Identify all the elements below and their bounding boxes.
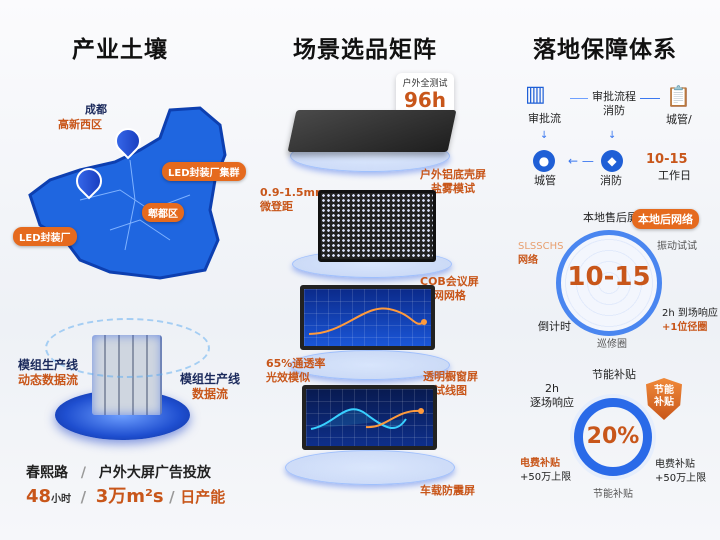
radar-right-bottom: +1位径圈 (662, 322, 708, 333)
scenario-label: 盐雾模试 (431, 182, 475, 195)
arrow-down-icon: ↓ (540, 130, 549, 141)
donut-left-bottom: +50万上限 (520, 472, 572, 483)
radar-top: 本地售后屏 (583, 211, 638, 224)
industry-title: 产业土壤 (72, 37, 168, 63)
arrow-right-icon (640, 98, 660, 99)
scenario-label: 光效模似 (266, 371, 310, 384)
scenario-label: 透明橱窗屏 (423, 370, 478, 383)
radar-right-top: 振动试试 (657, 241, 697, 252)
vehicle-screen[interactable] (302, 385, 437, 450)
scenario-label: 65%通透率 (266, 357, 326, 370)
radar-left-bottom: 倒计时 (538, 320, 571, 333)
scenario-label: 0.9-1.5mm (260, 186, 327, 199)
separator: / (80, 465, 86, 481)
flow-node-urban: 城管/ (666, 113, 692, 126)
scenario-label: COB会议屏 (420, 275, 479, 288)
radar-right-bottom: 2h 到场响应 (662, 308, 718, 319)
donut-top: 节能补贴 (592, 368, 636, 381)
shield-text: 补贴 (654, 397, 674, 408)
arrow-left-icon: ← — (568, 154, 594, 168)
outdoor-module-panel[interactable] (287, 110, 457, 152)
donut-right-bottom: +50万上限 (655, 473, 707, 484)
led-matrix-panel[interactable] (318, 190, 436, 262)
map-pin-label: 郫都区 (142, 203, 184, 222)
map-district: 高新西区 (58, 118, 102, 131)
flow-node-approval: 审批流 (528, 112, 561, 125)
map-city: 成都 (85, 103, 107, 116)
duration-unit: 工作日 (658, 169, 691, 182)
cube-left-label-1: 模组生产线 (18, 358, 79, 372)
radar-bottom: 巡修圈 (597, 339, 627, 350)
radar-left-top: 网络 (518, 255, 538, 266)
stat-hours-unit: 小时 (51, 494, 72, 505)
assurance-title: 落地保障体系 (533, 37, 677, 63)
scenario-label: 车载防震屏 (420, 484, 475, 497)
test-badge-value: 96h (403, 88, 447, 112)
donut-left-bottom: 电费补贴 (520, 458, 560, 469)
test-badge: 户外全测试 96h (396, 73, 454, 117)
radar-left-top: SLSSCHS (518, 241, 564, 252)
radar-badge: 本地后网络 (632, 209, 699, 229)
donut-right-bottom: 电费补贴 (655, 459, 695, 470)
subsidy-donut (574, 398, 652, 476)
stat-capacity: 3万m²s (95, 486, 164, 507)
flow-edge-label: 审批流程 (592, 90, 636, 103)
cube-right-label-2: 数据流 (192, 387, 229, 401)
stat-hours-value: 48 (26, 486, 52, 507)
scenarios-title: 场景选品矩阵 (293, 37, 437, 63)
donut-left-top: 逐场响应 (530, 396, 574, 409)
flow-edge-label: 消防 (603, 104, 625, 117)
scenario-label: 网网格 (432, 289, 466, 302)
separator: / (169, 488, 175, 506)
donut-left-top: 2h (545, 382, 559, 395)
clipboard-icon: 📋 (666, 84, 691, 108)
fire-safety-icon: ◆ (601, 150, 623, 172)
person-icon: ● (533, 150, 555, 172)
radar-center-value: 10-15 (567, 262, 651, 292)
data-ring (45, 318, 210, 378)
flow-node-fire: 消防 (600, 174, 622, 187)
cube-left-label-2: 动态数据流 (18, 373, 79, 387)
conference-screen[interactable] (300, 285, 435, 350)
building-icon: ▥ (525, 82, 546, 107)
stat-usage: 户外大屏广告投放 (98, 465, 211, 481)
scenario-label: 微登距 (260, 200, 293, 213)
cube-right-label-1: 模组生产线 (180, 372, 241, 386)
display-base (285, 450, 455, 485)
display-base (290, 350, 450, 380)
separator: / (80, 488, 87, 506)
shield-text: 节能 (654, 385, 674, 396)
donut-bottom: 节能补贴 (593, 489, 633, 500)
service-radar (556, 230, 662, 336)
flow-node-management: 城管 (534, 174, 556, 187)
map-pin-label: LED封装厂集群 (162, 162, 246, 181)
duration-value: 10-15 (646, 152, 688, 167)
donut-center-value: 20% (586, 424, 640, 449)
scenario-label: 试线图 (434, 384, 467, 397)
map-pin-label: LED封装厂 (13, 227, 77, 246)
test-badge-label: 户外全测试 (402, 79, 448, 89)
subsidy-shield-icon: 节能 补贴 (646, 378, 682, 420)
stat-capacity-suffix: 日产能 (180, 488, 226, 506)
arrow-down-icon: ↓ (608, 130, 617, 141)
scenario-label: 户外铝底壳屏 (420, 168, 486, 181)
china-map (28, 106, 227, 280)
stat-location: 春熙路 (26, 465, 68, 481)
